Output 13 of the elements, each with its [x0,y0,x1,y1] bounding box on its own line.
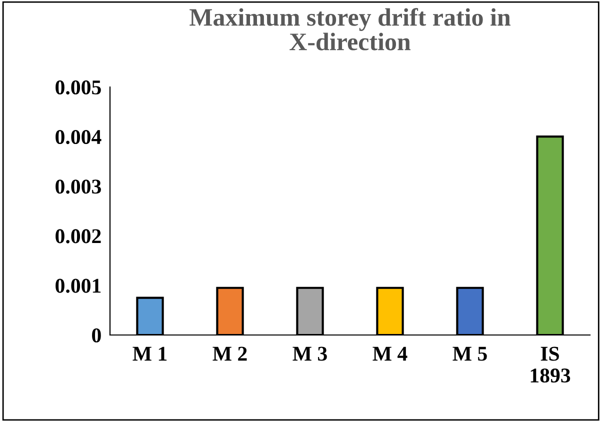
x-tick-label: IS 1893 [530,346,570,383]
x-tick-label: M 4 [372,346,408,361]
y-tick-label: 0.003 [56,180,101,194]
x-tick-label: M 5 [452,346,487,361]
y-tick-label: 0.005 [56,80,101,95]
y-tick-label: 0.004 [56,130,102,144]
chart-title: Maximum storey drift ratio in X-direction [190,8,510,50]
y-tick-label: 0.002 [56,229,101,244]
x-tick-label: M 2 [212,346,247,361]
y-tick-label: 0.001 [56,278,101,293]
x-tick-label: M 3 [292,346,327,361]
x-tick-label: M 1 [132,346,167,361]
y-tick-label: 0 [92,328,101,342]
